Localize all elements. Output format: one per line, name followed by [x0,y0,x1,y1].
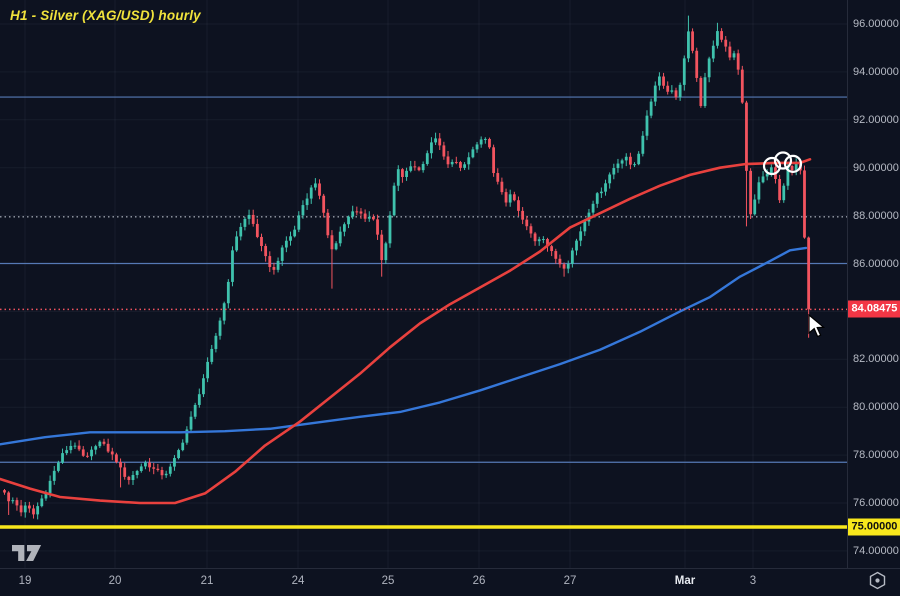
time-axis[interactable]: 19 20 21 24 25 26 27 Mar 3 [0,568,900,596]
time-axis-label: 3 [749,575,757,587]
hexagon-outline-icon [869,571,886,590]
price-axis-label: 74.00000 [853,544,899,557]
tradingview-logo[interactable] [12,543,42,568]
level-price-badge: 75.00000 [848,518,900,536]
time-axis-label: 20 [108,575,122,587]
last-price-badge: 84.08475 [848,300,900,318]
grid-lines [0,0,847,568]
price-axis-label: 78.00000 [853,449,899,462]
price-axis-label: 88.00000 [853,209,899,222]
time-axis-label: 25 [381,575,395,587]
time-axis-label: Mar [674,575,696,587]
hexagon-dot-icon [875,578,880,583]
time-axis-label: 26 [472,575,486,587]
circle-annotations [762,151,803,176]
price-axis-label: 96.00000 [853,18,899,30]
moving-average-fast [0,158,812,505]
tradingview-logo-glyph [12,545,42,561]
time-axis-label: 19 [18,575,32,587]
price-axis-label: 76.00000 [853,497,899,509]
time-axis-label: 27 [563,575,577,587]
price-axis-label: 86.00000 [853,257,899,270]
chart-title: H1 - Silver (XAG/USD) hourly [10,8,201,23]
price-axis-label: 80.00000 [853,401,899,414]
price-axis[interactable]: 96.00000 94.00000 92.00000 90.00000 88.00000… [847,0,900,568]
manage-panes-icon[interactable] [868,571,887,595]
moving-average-slow [0,246,808,446]
candlesticks [3,15,811,520]
price-axis-label: 82.00000 [853,353,899,366]
price-axis-label: 92.00000 [853,113,899,126]
time-axis-label: 21 [200,575,214,587]
time-axis-label: 24 [291,575,305,587]
price-axis-label: 94.00000 [853,65,899,78]
price-axis-label: 90.00000 [853,161,899,174]
price-chart-canvas[interactable] [0,0,847,568]
